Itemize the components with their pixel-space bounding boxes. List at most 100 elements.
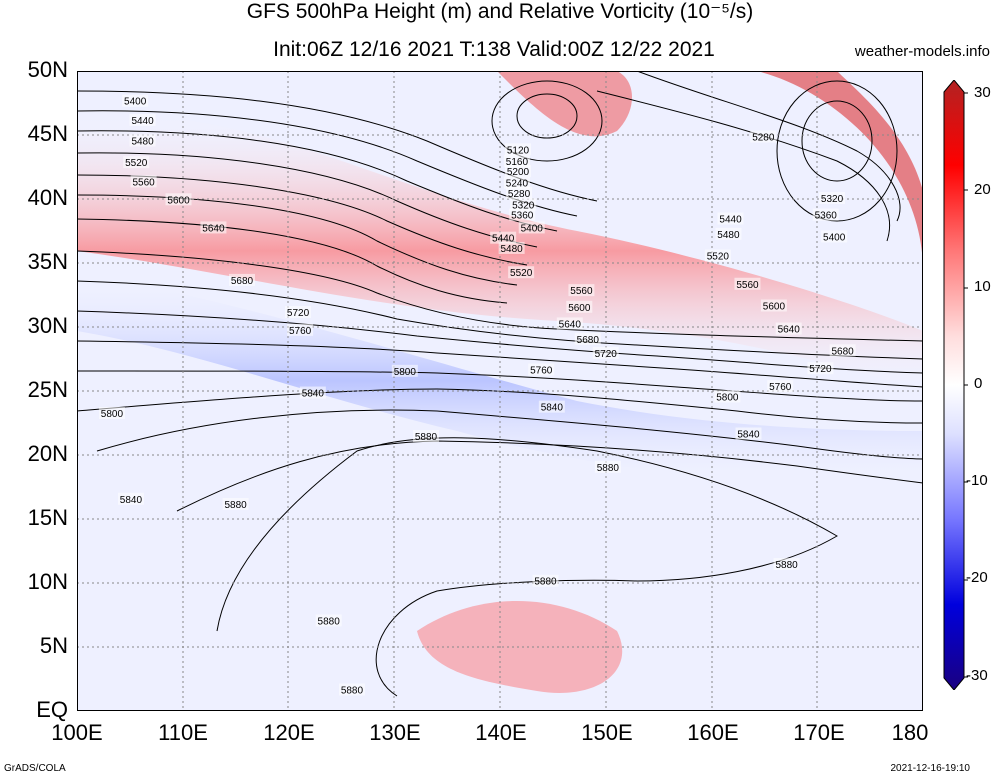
contour-label: 5520 — [510, 268, 533, 279]
contour-label: 5880 — [225, 500, 248, 511]
lon-label-160e: 160E — [687, 720, 739, 745]
map-title-line-1: GFS 500hPa Height (m) and Relative Vorti… — [246, 0, 754, 23]
lon-label-130e: 130E — [369, 720, 421, 745]
map-frame — [77, 71, 923, 711]
contour-low-ring — [776, 80, 898, 222]
lat-label-40n: 40N — [27, 185, 68, 210]
vorticity-tropical-band — [417, 601, 623, 693]
contour-label-bg — [704, 249, 731, 262]
contour-label-bg — [315, 614, 342, 627]
contour-label-bg — [714, 390, 741, 403]
contour-label: 5560 — [736, 280, 759, 291]
footer-timestamp: 2021-12-16-19:10 — [890, 763, 970, 774]
contour-label-bg — [504, 165, 531, 178]
contour-label: 5520 — [707, 252, 730, 263]
contour-label: 5360 — [815, 211, 838, 222]
contour-label-bg — [509, 208, 536, 221]
vorticity-max-northeast — [757, 71, 923, 271]
contour-label-bg — [528, 363, 555, 376]
contour-label: 5600 — [167, 195, 190, 206]
contour-label: 5160 — [506, 157, 529, 168]
contour-line — [77, 280, 923, 360]
contour-label-bg — [821, 230, 848, 243]
colorbar-label-0: 0 — [974, 375, 983, 392]
contour-label: 5320 — [821, 194, 844, 205]
footer-software-credit: GrADS/COLA — [4, 763, 66, 774]
lon-label-180: 180 — [891, 720, 929, 745]
contour-label: 5200 — [507, 167, 530, 178]
contour-low-ring — [801, 100, 873, 182]
contour-label: 5560 — [570, 286, 593, 297]
contour-line — [77, 310, 923, 374]
contour-label: 5880 — [318, 616, 341, 627]
contour-label-bg — [735, 427, 762, 440]
contour-label-bg — [812, 208, 839, 221]
lat-label-15n: 15N — [27, 505, 68, 530]
contour-line — [176, 440, 923, 512]
contour-label: 5880 — [775, 560, 798, 571]
website-credit: weather-models.info — [854, 43, 990, 60]
contour-label-bg — [506, 186, 533, 199]
vorticity-max-japan — [497, 71, 632, 137]
contour-label-bg — [750, 130, 777, 143]
colorbar-label-minus-30: -30 — [966, 667, 988, 684]
contour-label: 5880 — [341, 686, 364, 697]
contour-label: 5680 — [231, 276, 254, 287]
contour-label-bg — [566, 300, 593, 313]
contour-label-bg — [807, 362, 834, 375]
contour-label-bg — [123, 156, 150, 169]
contour-line — [77, 340, 923, 388]
height-contours — [77, 71, 923, 697]
contour-label-bg — [200, 221, 227, 234]
contour-label: 5320 — [512, 200, 535, 211]
contour-label: 5440 — [492, 234, 515, 245]
contour-label: 5880 — [534, 577, 557, 588]
contour-label-bg — [594, 460, 621, 473]
contour-line — [96, 409, 923, 460]
lat-label-5n: 5N — [39, 633, 68, 658]
contour-label-bg — [715, 227, 742, 240]
lat-label-30n: 30N — [27, 313, 68, 338]
contour-label: 5680 — [577, 335, 600, 346]
contour-label-bg — [130, 175, 157, 188]
contour-label: 5720 — [287, 308, 310, 319]
colorbar-gradient — [943, 80, 965, 690]
lon-label-170e: 170E — [793, 720, 845, 745]
colorbar-label-10: 10 — [974, 278, 991, 295]
contour-label-bg — [734, 277, 761, 290]
contour-label: 5240 — [506, 179, 529, 190]
contour-label: 5480 — [501, 244, 524, 255]
contour-label: 5880 — [415, 432, 438, 443]
contour-label: 5840 — [302, 389, 325, 400]
contour-label-bg — [287, 323, 314, 336]
contour-label: 5480 — [131, 136, 154, 147]
contour-line — [77, 370, 923, 402]
contour-label-bg — [122, 94, 149, 107]
contour-label-bg — [773, 558, 800, 571]
contour-line — [596, 90, 891, 242]
contour-label-bg — [98, 407, 125, 420]
colorbar-label-20: 20 — [974, 181, 991, 198]
contour-label-bg — [129, 113, 156, 126]
contour-label: 5280 — [752, 133, 775, 144]
contour-label: 5520 — [125, 158, 148, 169]
contour-label-bg — [592, 346, 619, 359]
contour-label: 5560 — [132, 177, 155, 188]
contour-label-bg — [490, 231, 517, 244]
lat-label-25n: 25N — [27, 377, 68, 402]
contour-label-bg — [391, 364, 418, 377]
contour-label: 5400 — [823, 232, 846, 243]
contour-label-bg — [538, 400, 565, 413]
graticule — [77, 71, 923, 711]
contour-low-ring — [491, 80, 603, 162]
contour-line — [77, 218, 508, 304]
colorbar-label-minus-20: -20 — [966, 569, 988, 586]
lat-label-35n: 35N — [27, 249, 68, 274]
contour-label: 5640 — [559, 319, 582, 330]
contour-line — [636, 71, 901, 222]
contour-label: 5400 — [521, 223, 544, 234]
contour-label: 5680 — [832, 346, 855, 357]
lon-label-140e: 140E — [475, 720, 527, 745]
contour-label-bg — [412, 430, 439, 443]
contour-label-bg — [129, 134, 156, 147]
